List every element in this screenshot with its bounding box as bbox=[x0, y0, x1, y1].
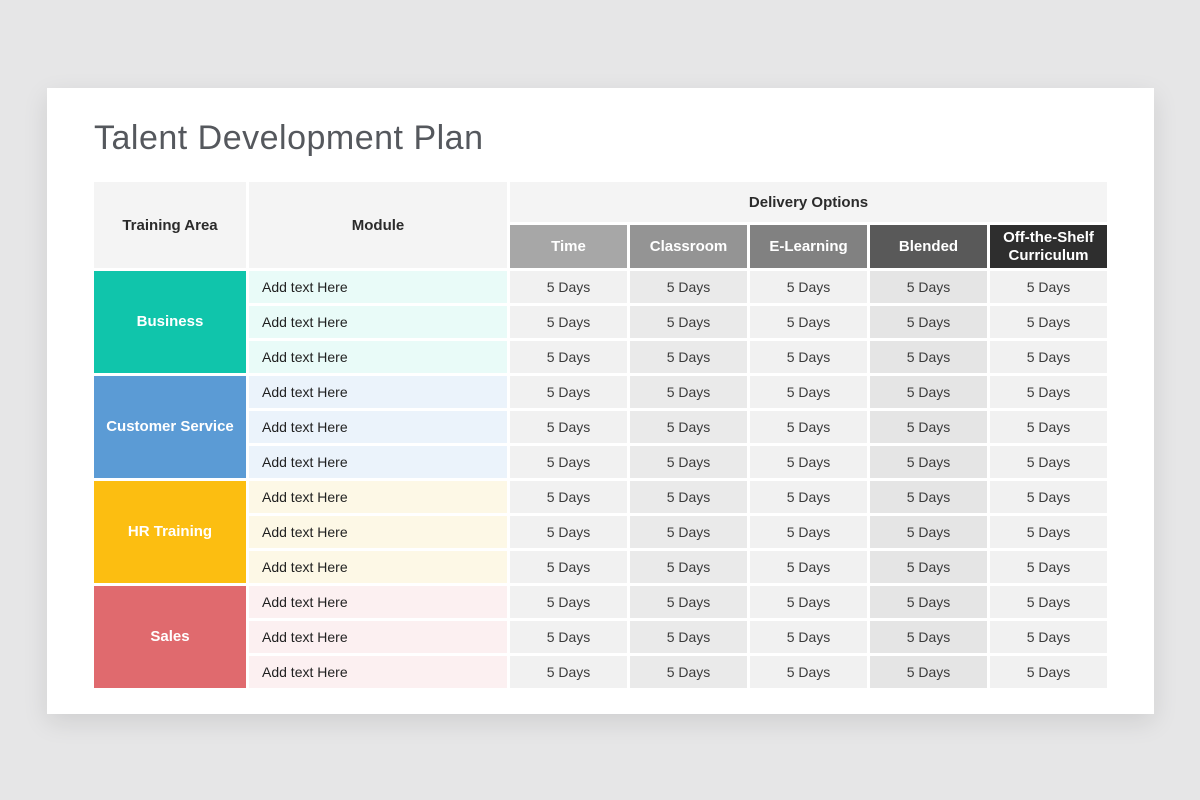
module-placeholder-cell: Add text Here bbox=[249, 446, 507, 478]
duration-cell-classroom: 5 Days bbox=[630, 551, 747, 583]
duration-cell-e-learning: 5 Days bbox=[750, 446, 867, 478]
module-placeholder-cell: Add text Here bbox=[249, 586, 507, 618]
duration-cell-blended: 5 Days bbox=[870, 446, 987, 478]
duration-cell-off-the-shelf-curriculum: 5 Days bbox=[990, 341, 1107, 373]
duration-cell-classroom: 5 Days bbox=[630, 411, 747, 443]
duration-cell-e-learning: 5 Days bbox=[750, 481, 867, 513]
duration-cell-time: 5 Days bbox=[510, 586, 627, 618]
duration-cell-blended: 5 Days bbox=[870, 656, 987, 688]
duration-cell-time: 5 Days bbox=[510, 411, 627, 443]
col-header-classroom: Classroom bbox=[630, 225, 747, 268]
duration-cell-blended: 5 Days bbox=[870, 306, 987, 338]
duration-cell-blended: 5 Days bbox=[870, 271, 987, 303]
duration-cell-blended: 5 Days bbox=[870, 621, 987, 653]
duration-cell-time: 5 Days bbox=[510, 341, 627, 373]
col-header-time: Time bbox=[510, 225, 627, 268]
duration-cell-time: 5 Days bbox=[510, 516, 627, 548]
col-header-delivery-options: Delivery Options bbox=[510, 182, 1107, 222]
duration-cell-e-learning: 5 Days bbox=[750, 656, 867, 688]
duration-cell-e-learning: 5 Days bbox=[750, 621, 867, 653]
duration-cell-time: 5 Days bbox=[510, 271, 627, 303]
duration-cell-classroom: 5 Days bbox=[630, 271, 747, 303]
module-placeholder-cell: Add text Here bbox=[249, 411, 507, 443]
duration-cell-blended: 5 Days bbox=[870, 376, 987, 408]
duration-cell-off-the-shelf-curriculum: 5 Days bbox=[990, 271, 1107, 303]
col-header-e-learning: E-Learning bbox=[750, 225, 867, 268]
duration-cell-blended: 5 Days bbox=[870, 341, 987, 373]
slide-title: Talent Development Plan bbox=[94, 119, 484, 157]
duration-cell-blended: 5 Days bbox=[870, 411, 987, 443]
duration-cell-time: 5 Days bbox=[510, 446, 627, 478]
duration-cell-classroom: 5 Days bbox=[630, 481, 747, 513]
duration-cell-time: 5 Days bbox=[510, 621, 627, 653]
duration-cell-classroom: 5 Days bbox=[630, 621, 747, 653]
module-placeholder-cell: Add text Here bbox=[249, 481, 507, 513]
module-placeholder-cell: Add text Here bbox=[249, 656, 507, 688]
duration-cell-e-learning: 5 Days bbox=[750, 411, 867, 443]
duration-cell-time: 5 Days bbox=[510, 656, 627, 688]
duration-cell-off-the-shelf-curriculum: 5 Days bbox=[990, 621, 1107, 653]
duration-cell-e-learning: 5 Days bbox=[750, 376, 867, 408]
col-header-off-the-shelf-curriculum: Off-the-Shelf Curriculum bbox=[990, 225, 1107, 268]
duration-cell-time: 5 Days bbox=[510, 481, 627, 513]
col-header-module: Module bbox=[249, 182, 507, 268]
training-area-sales: Sales bbox=[94, 586, 246, 688]
module-placeholder-cell: Add text Here bbox=[249, 341, 507, 373]
slide: Talent Development Plan Training Area Mo… bbox=[47, 88, 1154, 714]
training-area-customer-service: Customer Service bbox=[94, 376, 246, 478]
duration-cell-e-learning: 5 Days bbox=[750, 586, 867, 618]
duration-cell-e-learning: 5 Days bbox=[750, 271, 867, 303]
duration-cell-classroom: 5 Days bbox=[630, 306, 747, 338]
module-placeholder-cell: Add text Here bbox=[249, 516, 507, 548]
duration-cell-classroom: 5 Days bbox=[630, 516, 747, 548]
duration-cell-off-the-shelf-curriculum: 5 Days bbox=[990, 306, 1107, 338]
col-header-blended: Blended bbox=[870, 225, 987, 268]
duration-cell-blended: 5 Days bbox=[870, 516, 987, 548]
duration-cell-classroom: 5 Days bbox=[630, 656, 747, 688]
duration-cell-time: 5 Days bbox=[510, 306, 627, 338]
module-placeholder-cell: Add text Here bbox=[249, 271, 507, 303]
talent-development-table: Training Area Module Delivery Options Ti… bbox=[94, 182, 1107, 688]
duration-cell-off-the-shelf-curriculum: 5 Days bbox=[990, 586, 1107, 618]
duration-cell-e-learning: 5 Days bbox=[750, 551, 867, 583]
duration-cell-blended: 5 Days bbox=[870, 481, 987, 513]
duration-cell-off-the-shelf-curriculum: 5 Days bbox=[990, 411, 1107, 443]
duration-cell-classroom: 5 Days bbox=[630, 341, 747, 373]
module-placeholder-cell: Add text Here bbox=[249, 621, 507, 653]
duration-cell-e-learning: 5 Days bbox=[750, 306, 867, 338]
duration-cell-blended: 5 Days bbox=[870, 586, 987, 618]
col-header-training-area: Training Area bbox=[94, 182, 246, 268]
module-placeholder-cell: Add text Here bbox=[249, 551, 507, 583]
duration-cell-off-the-shelf-curriculum: 5 Days bbox=[990, 656, 1107, 688]
duration-cell-off-the-shelf-curriculum: 5 Days bbox=[990, 446, 1107, 478]
duration-cell-off-the-shelf-curriculum: 5 Days bbox=[990, 551, 1107, 583]
duration-cell-classroom: 5 Days bbox=[630, 376, 747, 408]
duration-cell-e-learning: 5 Days bbox=[750, 516, 867, 548]
duration-cell-blended: 5 Days bbox=[870, 551, 987, 583]
duration-cell-time: 5 Days bbox=[510, 551, 627, 583]
duration-cell-off-the-shelf-curriculum: 5 Days bbox=[990, 516, 1107, 548]
duration-cell-off-the-shelf-curriculum: 5 Days bbox=[990, 481, 1107, 513]
module-placeholder-cell: Add text Here bbox=[249, 376, 507, 408]
duration-cell-classroom: 5 Days bbox=[630, 446, 747, 478]
duration-cell-time: 5 Days bbox=[510, 376, 627, 408]
duration-cell-classroom: 5 Days bbox=[630, 586, 747, 618]
duration-cell-e-learning: 5 Days bbox=[750, 341, 867, 373]
module-placeholder-cell: Add text Here bbox=[249, 306, 507, 338]
duration-cell-off-the-shelf-curriculum: 5 Days bbox=[990, 376, 1107, 408]
training-area-hr-training: HR Training bbox=[94, 481, 246, 583]
training-area-business: Business bbox=[94, 271, 246, 373]
